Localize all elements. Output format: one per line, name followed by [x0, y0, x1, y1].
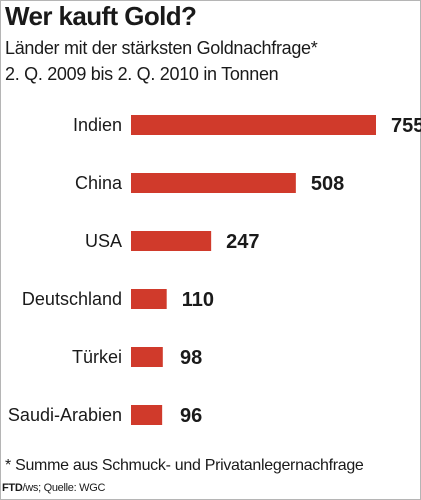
bar-chart: Indien 755 China 508 USA 247 Deutschland 110 Tür…	[8, 115, 421, 427]
source-credit: FTD/ws; Quelle: WGC	[2, 482, 105, 494]
chart-title: Wer kauft Gold?	[5, 1, 197, 31]
bar	[131, 231, 212, 251]
data-label: 110	[182, 289, 214, 311]
category-label: USA	[85, 231, 122, 251]
category-label: Türkei	[72, 347, 122, 367]
subtitle-line-2: 2. Q. 2009 bis 2. Q. 2010 in Tonnen	[5, 64, 279, 84]
data-label: 98	[180, 347, 202, 369]
credit-source: /ws; Quelle: WGC	[22, 482, 106, 494]
category-label: Deutschland	[22, 289, 122, 309]
data-label: 508	[311, 173, 344, 195]
bar	[131, 115, 376, 135]
data-label: 96	[180, 405, 202, 427]
category-label: Indien	[73, 115, 122, 135]
bar	[131, 347, 163, 367]
subtitle-line-1: Länder mit der stärksten Goldnachfrage*	[5, 38, 318, 58]
data-label: 247	[226, 231, 259, 253]
credit-publisher: FTD	[2, 482, 23, 494]
bar	[131, 405, 163, 425]
footnote: * Summe aus Schmuck- und Privatanlegerna…	[5, 457, 364, 474]
bar	[131, 289, 167, 309]
chart-subtitle: Länder mit der stärksten Goldnachfrage* …	[5, 35, 318, 87]
category-label: Saudi-Arabien	[8, 405, 122, 425]
category-label: China	[75, 173, 123, 193]
bar	[131, 173, 296, 193]
data-label: 755	[391, 115, 421, 137]
